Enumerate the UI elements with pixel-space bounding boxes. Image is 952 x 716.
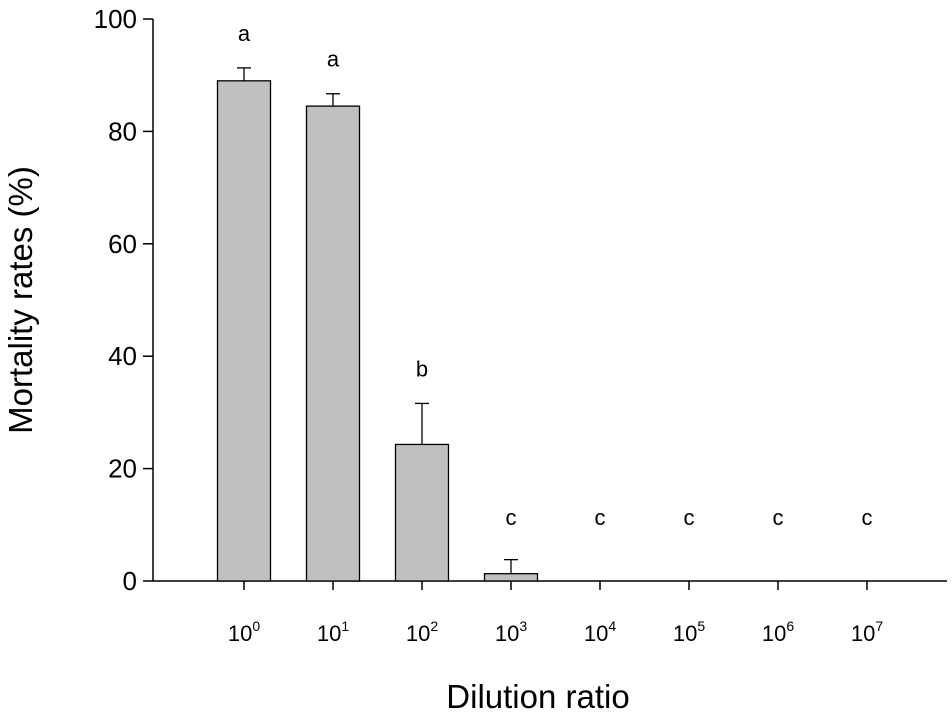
significance-letter: c — [684, 505, 695, 530]
y-tick-label: 80 — [108, 116, 137, 146]
bar — [216, 80, 272, 582]
x-tick-label: 102 — [406, 618, 438, 646]
bars — [216, 67, 539, 582]
x-tick-label: 104 — [584, 618, 616, 646]
significance-letter: a — [327, 47, 340, 72]
significance-letter: c — [506, 505, 517, 530]
x-tick-label: 107 — [851, 618, 883, 646]
x-tick-label: 106 — [762, 618, 794, 646]
significance-letter: c — [862, 505, 873, 530]
y-tick-label: 40 — [108, 341, 137, 371]
bar — [305, 105, 361, 582]
x-tick-label: 105 — [673, 618, 705, 646]
significance-letter: b — [416, 356, 428, 381]
x-axis-title: Dilution ratio — [446, 678, 629, 715]
x-tick-label: 100 — [228, 618, 260, 646]
y-tick-label: 60 — [108, 229, 137, 259]
significance-letter: a — [238, 21, 251, 46]
x-tick-label: 103 — [495, 618, 527, 646]
bar — [394, 443, 450, 582]
y-axis-title: Mortality rates (%) — [2, 166, 39, 434]
y-tick-label: 20 — [108, 454, 137, 484]
axes — [143, 18, 947, 590]
significance-letter: c — [773, 505, 784, 530]
bar — [483, 573, 539, 582]
significance-letter: c — [595, 505, 606, 530]
y-tick-label: 0 — [123, 566, 137, 596]
x-tick-label: 101 — [317, 618, 349, 646]
y-tick-label: 100 — [94, 4, 137, 34]
labels: 0 20 40 60 80 100 a 100 a 101 b 102 c 103 c 104 c 105 c 106… — [94, 4, 884, 646]
